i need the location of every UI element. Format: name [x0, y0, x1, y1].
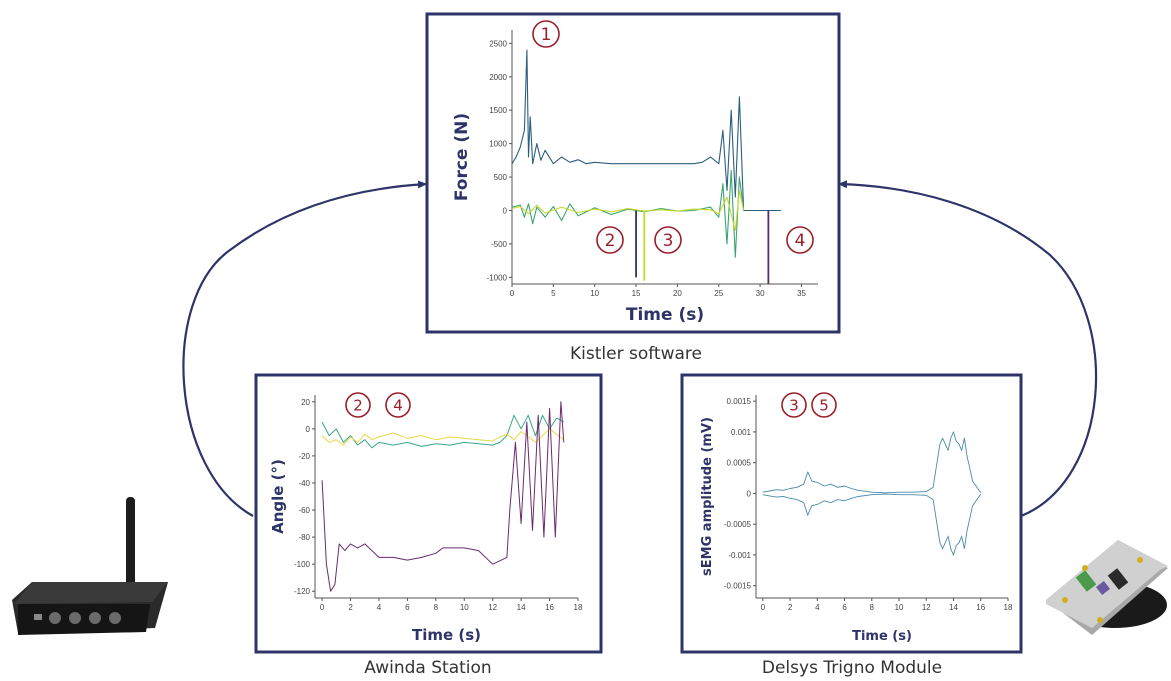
y-tick-label: -100 [294, 560, 311, 569]
step-marker-number: 4 [393, 396, 403, 414]
x-tick-label: 0 [761, 603, 766, 612]
y-tick-label: -0.001 [728, 551, 751, 560]
delsys-semg-chart: 0 2 4 6 8 10 12 14 16 18 -0.0015 -0.001 -0.0005 0 0.00… [700, 392, 1013, 644]
wireless-router-icon [12, 497, 168, 635]
step-marker-circle [345, 392, 371, 418]
step-marker-number: 3 [789, 396, 799, 414]
step-marker-number: 5 [819, 396, 829, 414]
step-marker-circle [654, 226, 682, 254]
x-tick-label: 5 [551, 289, 556, 298]
x-axis-title: Time (s) [626, 305, 704, 325]
x-tick-label: 10 [895, 603, 904, 612]
x-tick-label: 2 [348, 603, 353, 612]
step-marker-circle [786, 226, 814, 254]
y-tick-label: 2500 [489, 39, 507, 48]
awinda-panel-border [254, 373, 603, 654]
x-tick-label: 8 [870, 603, 875, 612]
x-tick-label: 16 [976, 603, 985, 612]
x-tick-label: 8 [434, 603, 439, 612]
x-tick-label: 18 [1004, 603, 1013, 612]
x-tick-label: 10 [460, 603, 469, 612]
y-tick-label: -0.0005 [724, 520, 752, 529]
y-tick-label: 0.0015 [727, 397, 752, 406]
y-tick-label: -120 [294, 587, 311, 596]
step-marker-number: 2 [353, 396, 363, 414]
y-tick-label: -0.0015 [724, 582, 752, 591]
y-tick-label: 2000 [489, 73, 507, 82]
series-line [762, 431, 982, 494]
y-axis-title: Angle (°) [269, 459, 287, 534]
y-tick-label: 0 [503, 206, 508, 215]
kistler-force-chart: 0 5 10 15 20 25 30 35 -1000 -500 0 500 1000 1500 2000 2… [452, 20, 818, 325]
series-line [511, 169, 745, 258]
step-marker-circle [532, 20, 560, 48]
connector-right-arc [838, 180, 1098, 518]
x-tick-label: 6 [405, 603, 410, 612]
x-tick-label: 15 [632, 289, 641, 298]
y-axis-title: Force (N) [452, 113, 472, 201]
y-tick-label: 1500 [489, 106, 507, 115]
x-tick-label: 25 [714, 289, 723, 298]
x-tick-label: 4 [377, 603, 382, 612]
delsys-panel-border [680, 373, 1023, 654]
emg-trigger-module-icon [1046, 540, 1168, 635]
y-tick-label: 1000 [489, 140, 507, 149]
x-tick-label: 20 [673, 289, 682, 298]
series-line [511, 49, 781, 212]
y-tick-label: 20 [301, 398, 310, 407]
x-tick-label: 0 [510, 289, 515, 298]
series-line [321, 428, 565, 446]
y-tick-label: -1000 [487, 273, 508, 282]
x-tick-label: 16 [545, 603, 554, 612]
x-tick-label: 12 [922, 603, 931, 612]
x-axis-title: Time (s) [852, 629, 912, 644]
delsys-caption: Delsys Trigno Module [761, 658, 943, 678]
y-tick-label: -80 [298, 533, 310, 542]
x-tick-label: 6 [842, 603, 847, 612]
y-tick-label: 0 [306, 425, 311, 434]
kistler-panel-border [425, 12, 841, 334]
step-marker-number: 2 [605, 231, 616, 251]
kistler-caption: Kistler software [570, 344, 702, 364]
x-tick-label: 4 [815, 603, 820, 612]
step-marker-circle [385, 392, 411, 418]
y-tick-label: 0.001 [731, 428, 752, 437]
x-tick-label: 14 [949, 603, 958, 612]
step-marker-number: 4 [795, 231, 806, 251]
y-tick-label: 500 [494, 173, 508, 182]
x-tick-label: 14 [517, 603, 526, 612]
awinda-caption: Awinda Station [364, 658, 492, 678]
y-axis-title: sEMG amplitude (mV) [700, 417, 715, 576]
x-tick-label: 2 [788, 603, 793, 612]
y-tick-label: 0.0005 [727, 459, 752, 468]
step-marker-circle [781, 392, 807, 418]
step-marker-number: 3 [663, 231, 674, 251]
x-tick-label: 30 [756, 289, 765, 298]
step-marker-circle [596, 226, 624, 254]
series-line-mirror [762, 493, 982, 557]
step-marker-number: 1 [541, 25, 552, 45]
x-axis-title: Time (s) [412, 626, 481, 644]
x-tick-label: 10 [590, 289, 599, 298]
y-tick-label: -60 [298, 506, 310, 515]
awinda-angle-chart: 0 2 4 6 8 10 12 14 16 18 -120 -100 -80 -60 -40 -20 0 20 Ti… [269, 392, 583, 644]
series-line [321, 401, 565, 592]
x-tick-label: 35 [797, 289, 806, 298]
y-tick-label: -500 [491, 240, 508, 249]
x-tick-label: 0 [320, 603, 325, 612]
connector-left-arc [182, 180, 427, 517]
x-tick-label: 12 [488, 603, 497, 612]
y-tick-label: -20 [298, 452, 310, 461]
step-marker-circle [811, 392, 837, 418]
series-line [511, 189, 745, 232]
y-tick-label: -40 [298, 479, 310, 488]
y-tick-label: 0 [747, 489, 752, 498]
x-tick-label: 18 [574, 603, 583, 612]
